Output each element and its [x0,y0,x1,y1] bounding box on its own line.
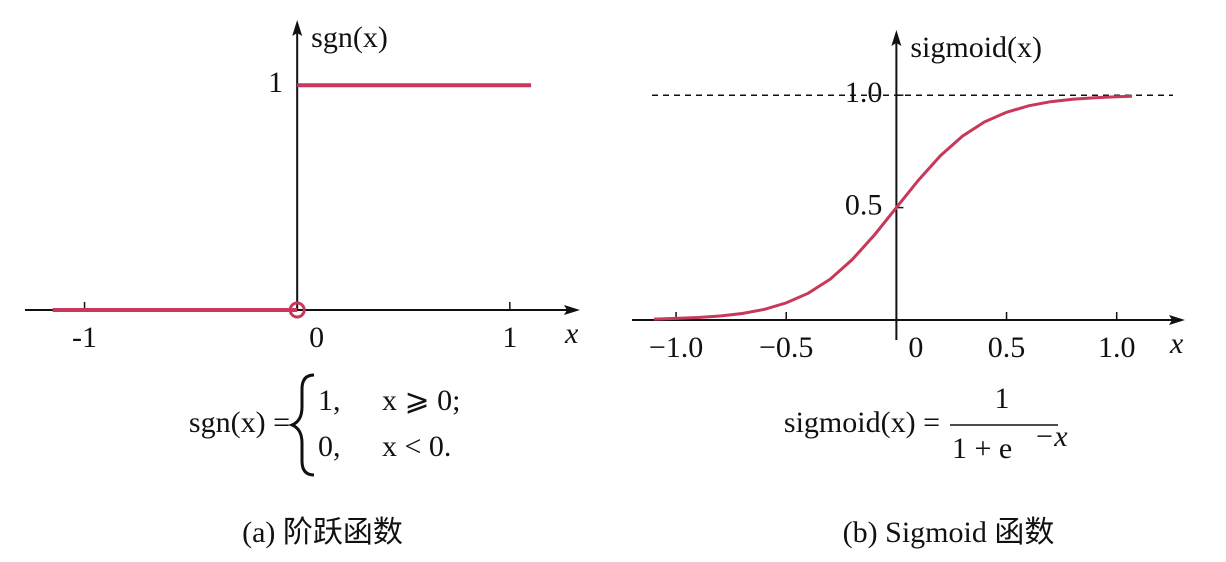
y-axis-label: sgn(x) [311,21,388,54]
x-axis-arrow [564,305,580,315]
x-tick-label: 0 [908,331,923,364]
y-axis-label: sigmoid(x) [910,31,1042,64]
series-line [52,83,532,312]
y-tick-label: 1.0 [845,76,883,109]
x-tick-label: −0.5 [759,331,813,364]
x-axis-arrow [1169,315,1185,325]
formula-denominator: 1 + e [952,432,1012,465]
brace [287,373,315,477]
y-axis-arrow [891,30,902,46]
case-value: 0, [318,430,341,463]
caption: (a) 阶跃函数 [242,516,403,549]
x-tick-label: -1 [72,321,97,354]
x-tick-label: 1 [502,321,517,354]
caption: (b) Sigmoid 函数 [843,516,1055,549]
formula-lhs: sigmoid(x) = [784,406,940,439]
x-axis-label: x [564,317,579,350]
case-condition: x < 0. [382,430,451,463]
formula-numerator: 1 [995,382,1010,415]
x-tick-label: 1.0 [1098,331,1136,364]
case-condition: x ⩾ 0; [382,384,460,417]
x-axis-label: x [1169,327,1184,360]
series-line [653,94,1133,321]
formula-exponent: −x [1034,420,1068,453]
open-marker [288,301,306,319]
case-value: 1, [318,384,341,417]
x-tick-label: 0 [309,321,324,354]
formula-lhs: sgn(x) = [189,406,290,439]
y-tick-label: 0.5 [845,188,883,221]
y-tick-label: 1 [268,66,283,99]
x-tick-label: 0.5 [988,331,1026,364]
y-axis-arrow [292,20,303,36]
x-tick-label: −1.0 [649,331,703,364]
